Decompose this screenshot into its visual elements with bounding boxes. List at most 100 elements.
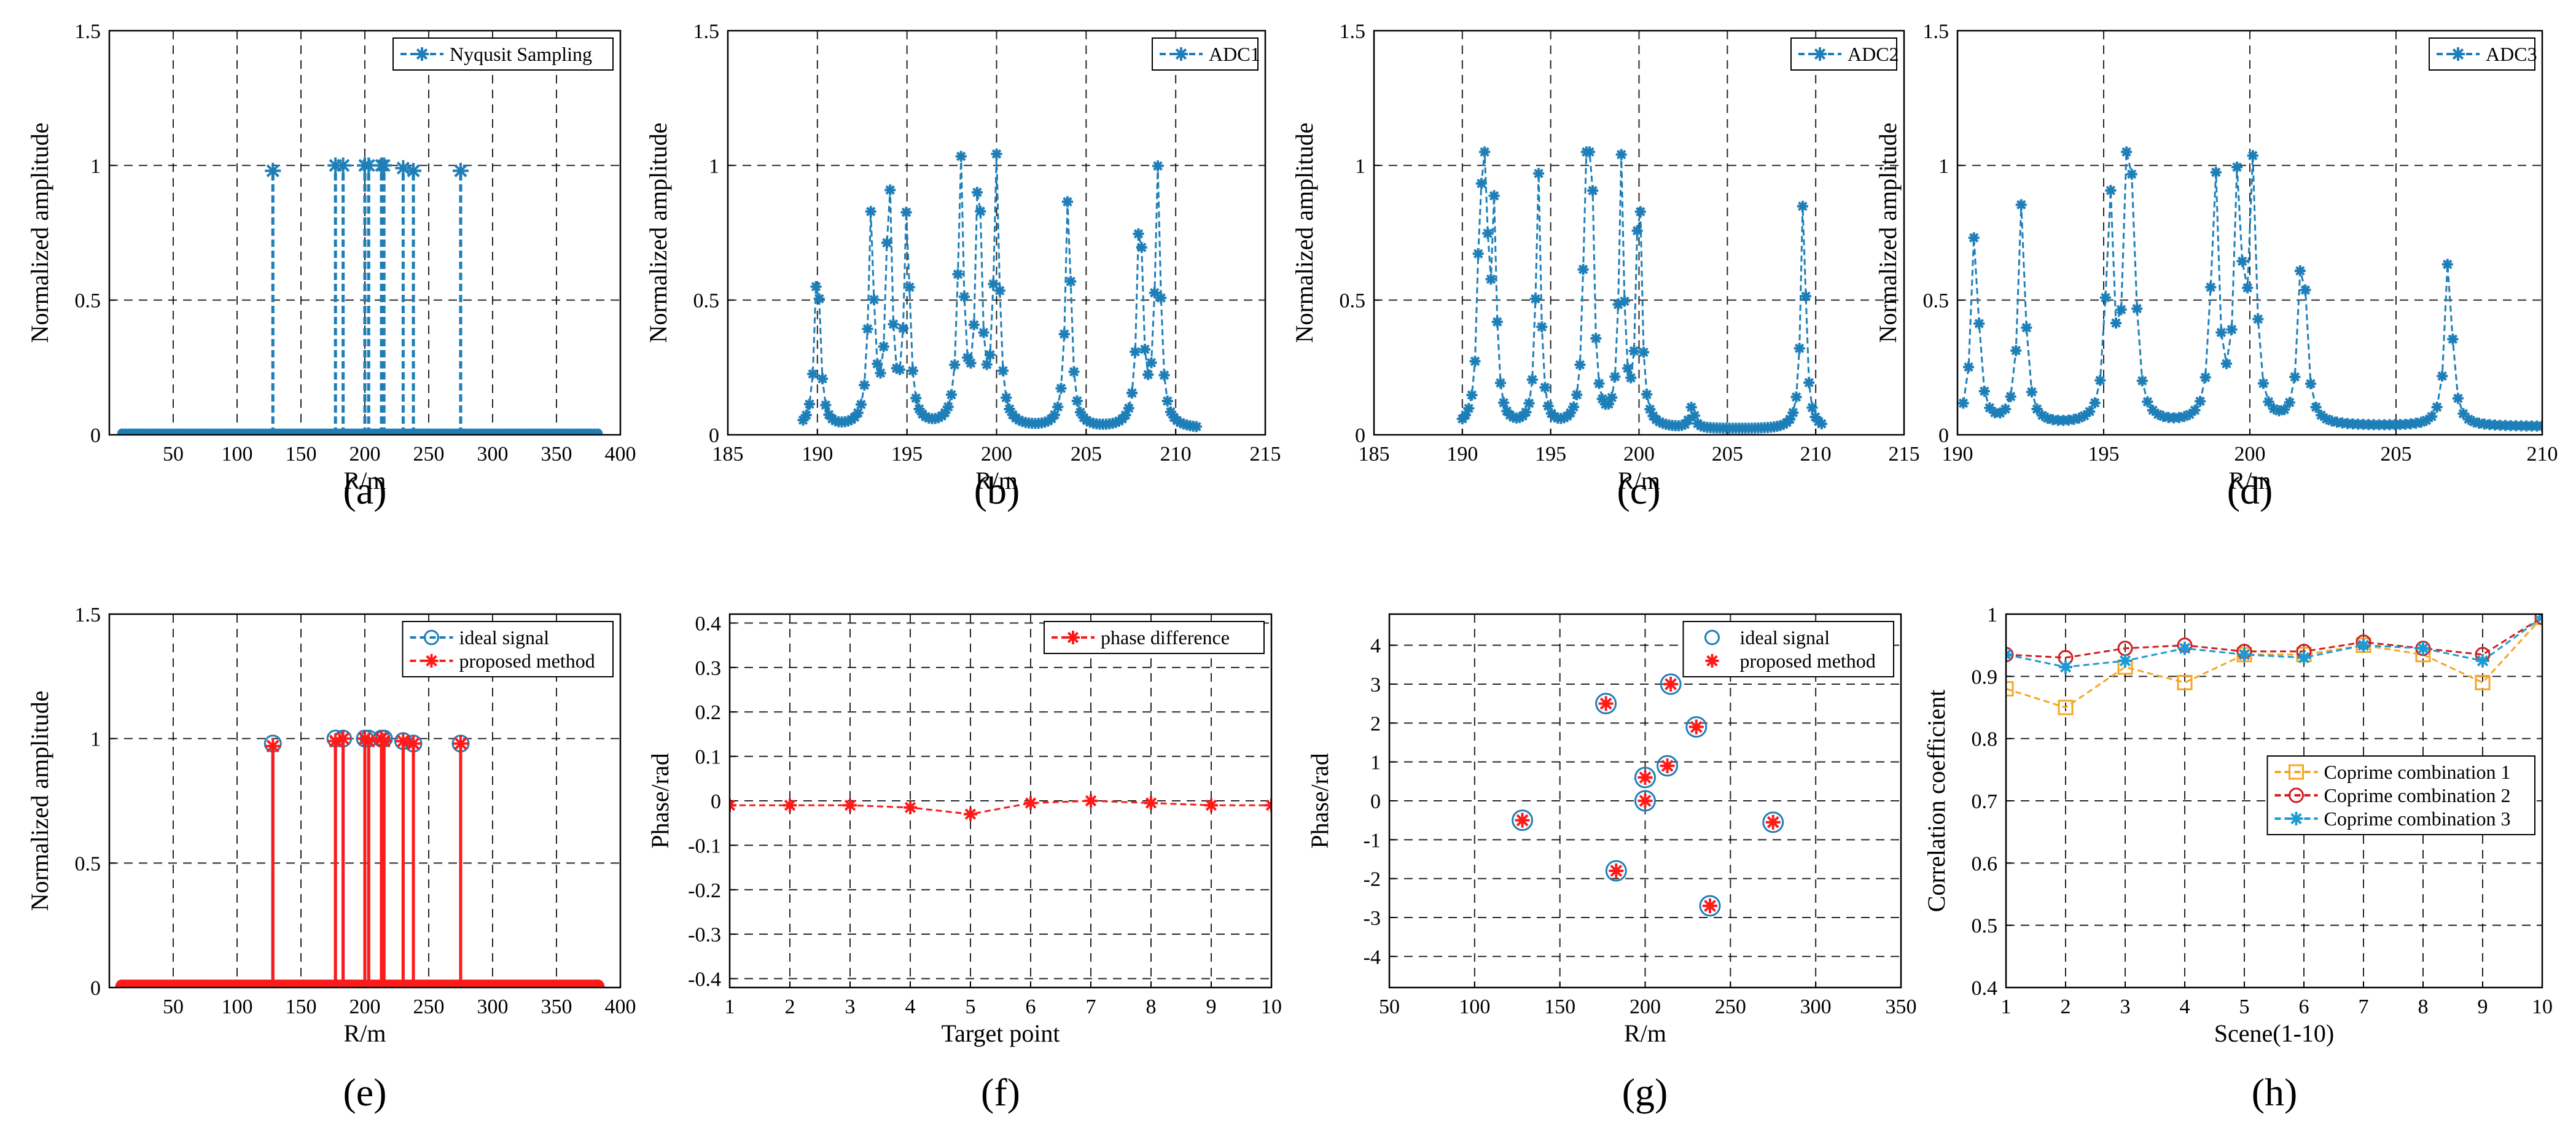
data-point	[852, 407, 864, 419]
data-point	[2257, 378, 2269, 389]
data-point	[1685, 402, 1697, 413]
series-line	[1461, 150, 1822, 429]
legend-label: proposed method	[1740, 650, 1876, 672]
data-point	[1631, 225, 1643, 236]
data-point	[1139, 343, 1150, 355]
data-point	[2300, 284, 2311, 296]
data-point	[1062, 196, 1073, 208]
y-tick-label: 1.5	[1340, 20, 1366, 43]
data-point	[1634, 206, 1646, 217]
data-point	[1800, 290, 1812, 302]
data-point	[1765, 814, 1781, 830]
x-tick-label: 205	[1712, 443, 1743, 466]
data-point	[2068, 413, 2080, 425]
data-point	[978, 327, 989, 338]
data-point	[1466, 389, 1478, 401]
x-tick-label: 200	[1630, 996, 1661, 1018]
data-point	[2447, 333, 2459, 345]
data-point	[2305, 378, 2317, 389]
data-point	[361, 733, 377, 749]
data-point	[2105, 185, 2117, 197]
legend-marker	[1705, 654, 1719, 668]
x-tick-label: 300	[477, 996, 509, 1018]
legend: ADC2	[1790, 37, 1899, 71]
panel-label: (a)	[343, 469, 386, 512]
data-point	[1472, 248, 1484, 260]
data-point	[1628, 345, 1640, 357]
data-point	[2010, 345, 2022, 356]
data-point	[1568, 401, 1580, 413]
y-tick-label: 1	[1370, 752, 1381, 774]
data-point	[1144, 796, 1158, 810]
data-point	[376, 157, 392, 174]
data-point	[1653, 416, 1665, 427]
data-point	[897, 322, 909, 334]
axes-frame	[727, 29, 1267, 436]
data-point	[1204, 798, 1218, 812]
panel-2: 185 190 195 200 205 210 215 0 0.5 1 1.5 R/m Normaliz…	[1290, 20, 1920, 512]
data-point	[1682, 414, 1694, 426]
legend-marker	[2451, 47, 2465, 61]
data-point	[1612, 298, 1624, 310]
data-point	[920, 411, 931, 423]
data-point	[1703, 898, 1718, 913]
data-point	[1590, 333, 1602, 345]
x-tick-label: 200	[2234, 443, 2266, 466]
plot-data	[797, 148, 1202, 432]
data-point	[1606, 392, 1618, 403]
y-tick-label: -3	[1364, 907, 1381, 930]
y-tick-label: 1	[1355, 155, 1365, 177]
data-point	[2316, 410, 2327, 421]
axes-frame	[1956, 29, 2543, 436]
x-tick-label: 3	[2120, 996, 2131, 1018]
x-tick-label: 9	[1206, 996, 1217, 1018]
plot-data	[1456, 146, 1827, 434]
legend-marker	[2289, 764, 2304, 780]
data-point	[1637, 770, 1653, 785]
x-axis-label: R/m	[2229, 467, 2271, 494]
x-tick-label: 7	[1086, 996, 1096, 1018]
x-tick-label: 400	[605, 996, 636, 1018]
data-point	[2110, 317, 2121, 329]
plot-data	[730, 794, 1271, 821]
plot-data	[1957, 146, 2542, 432]
data-point	[878, 341, 889, 353]
legend-marker	[424, 629, 439, 645]
data-point	[1149, 287, 1160, 298]
data-point	[1052, 401, 1064, 413]
data-point	[1065, 276, 1077, 287]
data-point	[807, 368, 819, 380]
data-point	[1142, 368, 1154, 380]
data-point	[2099, 292, 2111, 303]
x-tick-label: 150	[286, 996, 317, 1018]
y-tick-label: 1.5	[75, 20, 101, 43]
data-point	[2026, 386, 2037, 398]
y-tick-label: 0.8	[1972, 728, 1998, 751]
y-tick-label: -4	[1364, 946, 1381, 968]
data-point	[1806, 402, 1818, 413]
axes-frame	[2005, 613, 2543, 989]
data-point	[2005, 391, 2016, 402]
data-point	[1793, 343, 1805, 354]
x-tick-label: 300	[1800, 996, 1832, 1018]
data-point	[1603, 398, 1615, 410]
data-point	[862, 323, 873, 335]
data-point	[2357, 638, 2370, 652]
data-point	[2078, 410, 2090, 421]
data-point	[2021, 322, 2032, 333]
x-tick-label: 205	[1071, 443, 1102, 466]
data-point	[859, 380, 870, 391]
x-tick-label: 195	[891, 443, 923, 466]
x-tick-label: 5	[2239, 996, 2250, 1018]
data-point	[2457, 408, 2469, 419]
y-tick-label: 1.5	[75, 604, 101, 626]
data-point	[2147, 404, 2158, 416]
data-point	[810, 281, 822, 292]
x-tick-label: 50	[163, 996, 184, 1018]
data-point	[797, 415, 809, 426]
data-point	[1816, 418, 1827, 430]
data-point	[800, 410, 812, 421]
legend-label: ideal signal	[1740, 626, 1830, 649]
